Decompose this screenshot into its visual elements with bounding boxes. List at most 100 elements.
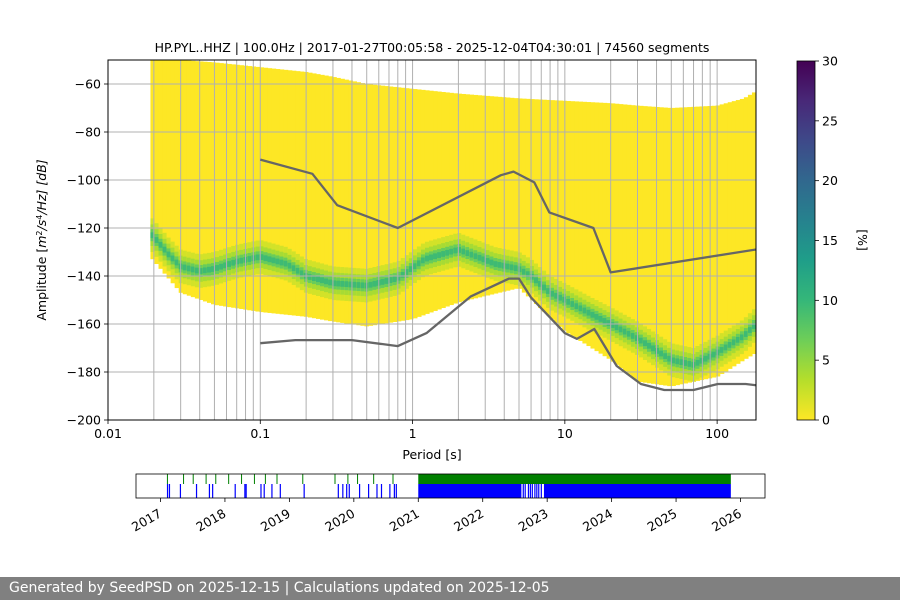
psd-coverage-column [723, 103, 729, 372]
psd-density-band [683, 360, 688, 366]
availability-data-tick [529, 484, 531, 498]
psd-coverage-column [695, 106, 701, 381]
availability-data-tick [179, 484, 182, 498]
psd-density-band [223, 262, 228, 269]
psd-density-band [424, 255, 430, 262]
availability-data-tick [380, 484, 383, 498]
psd-coverage-column [582, 101, 588, 344]
psd-density-band [711, 351, 717, 358]
colorbar-label: [%] [855, 229, 870, 251]
psd-density-band [433, 253, 438, 260]
psd-density-band [360, 282, 366, 289]
psd-density-band [647, 342, 652, 349]
psd-density-band [356, 282, 361, 288]
availability-data-tick [534, 484, 536, 498]
year-tick-label: 2022 [451, 506, 486, 535]
availability-flag-tick [253, 474, 255, 484]
availability-data-tick [524, 484, 526, 498]
psd-density-band [509, 264, 515, 271]
psd-coverage-column [489, 96, 495, 295]
psd-coverage-column [392, 86, 398, 323]
colorbar-ticks: 0 5 10 15 20 25 30 [815, 54, 838, 428]
psd-coverage-column [295, 71, 301, 316]
psd-density-band [626, 330, 632, 337]
psd-coverage-column [429, 90, 434, 313]
psd-density-band [154, 237, 160, 243]
psd-density-band [441, 251, 446, 257]
psd-density-band [751, 323, 756, 329]
psd-density-band [162, 246, 168, 253]
year-tick-label: 2024 [580, 506, 615, 535]
psd-density-band [703, 355, 709, 362]
psd-density-band [328, 279, 333, 286]
psd-coverage-column [570, 101, 575, 336]
psd-density-band [735, 336, 741, 343]
psd-density-band [336, 280, 341, 287]
availability-data-tick [531, 484, 533, 498]
psd-coverage-column [211, 62, 216, 305]
psd-density-band [182, 264, 188, 271]
year-tick-label: 2021 [387, 506, 422, 535]
psd-density-band [227, 261, 232, 267]
psd-density-band [279, 259, 285, 266]
psd-coverage-column [408, 88, 414, 320]
year-tick-label: 2017 [129, 506, 164, 535]
y-tick-label: −120 [67, 221, 101, 236]
psd-density-band [166, 251, 172, 258]
psd-coverage-column [182, 60, 188, 295]
psd-density-band [727, 342, 733, 348]
nlnm-curve [260, 277, 756, 392]
psd-density-band [211, 266, 216, 272]
psd-density-band [235, 258, 240, 265]
psd-density-band [598, 316, 604, 322]
availability-data-tick [263, 484, 265, 498]
psd-coverage-column [340, 78, 345, 323]
psd-coverage-column [283, 69, 289, 315]
psd-coverage-column [368, 84, 374, 326]
psd-coverage-column [287, 70, 293, 316]
availability-flag-tick [166, 474, 168, 484]
psd-density-band [489, 259, 495, 266]
availability-flag-tick [392, 474, 394, 484]
psd-coverage-column [586, 102, 592, 347]
x-tick-label: 10 [557, 426, 573, 441]
psd-density-band [384, 278, 390, 284]
psd-coverage-column [715, 105, 721, 377]
y-tick-label: −60 [75, 77, 101, 92]
y-tick-label: −160 [67, 317, 101, 332]
availability-data-tick [348, 484, 350, 498]
psd-coverage-column [420, 89, 426, 316]
psd-density-band [408, 266, 414, 272]
psd-density-band [582, 307, 588, 314]
psd-density-band [747, 327, 753, 333]
psd-density-band [493, 261, 499, 267]
psd-coverage-column [416, 89, 422, 317]
footer-bar: Generated by SeedPSD on 2025-12-15 | Cal… [0, 577, 900, 600]
psd-density-band [400, 271, 406, 278]
psd-coverage-column [542, 99, 547, 312]
psd-coverage-column [162, 60, 168, 274]
psd-coverage-column [457, 93, 462, 303]
psd-coverage-column [505, 97, 511, 291]
psd-density-band [255, 254, 261, 261]
psd-coverage-column [291, 70, 297, 316]
psd-coverage-column [170, 60, 176, 284]
availability-year-ticks: 2017 2018 2019 2020 2021 2022 2023 2024 2025 2026 [129, 498, 744, 535]
psd-density-band [219, 263, 224, 270]
psd-density-band [231, 259, 236, 266]
psd-coverage-column [235, 64, 240, 309]
psd-coverage-column [610, 103, 616, 362]
psd-density-band [586, 309, 592, 316]
psd-density-band [267, 256, 273, 263]
psd-coverage-column [433, 91, 438, 311]
psd-density-band [638, 337, 644, 344]
psd-density-band [332, 280, 337, 287]
psd-density-band [481, 256, 487, 263]
availability-data-tick [522, 484, 524, 498]
psd-coverage-column [735, 100, 741, 364]
psd-coverage-column [481, 95, 487, 297]
psd-coverage-column [328, 76, 333, 322]
psd-density-band [206, 266, 212, 273]
psd-coverage-column [630, 105, 636, 378]
psd-density-band [445, 249, 450, 256]
